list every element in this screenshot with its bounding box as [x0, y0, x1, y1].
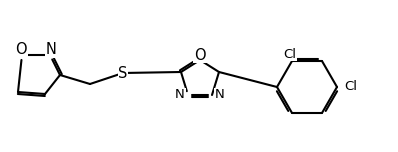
Text: N: N [215, 88, 225, 102]
Text: N: N [45, 43, 57, 57]
Text: O: O [194, 47, 206, 62]
Text: Cl: Cl [283, 48, 297, 60]
Text: N: N [175, 88, 185, 102]
Text: O: O [15, 43, 27, 57]
Text: Cl: Cl [345, 81, 357, 93]
Text: S: S [118, 66, 128, 81]
